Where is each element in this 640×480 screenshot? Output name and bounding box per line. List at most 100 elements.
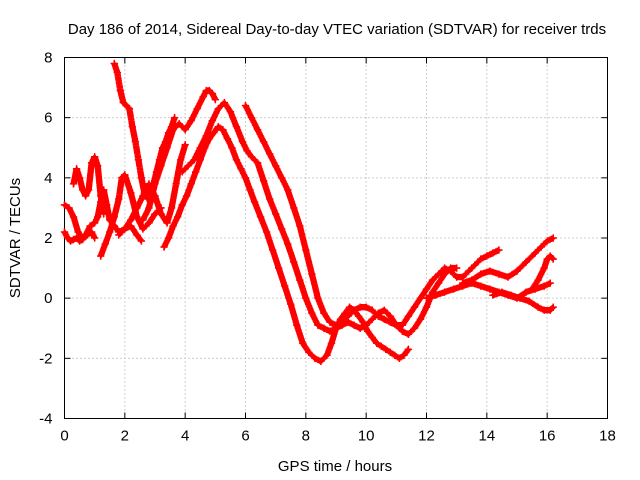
data-point (299, 339, 307, 347)
data-point (157, 162, 165, 170)
data-point (90, 153, 99, 161)
data-point (75, 174, 84, 182)
data-point (323, 351, 331, 360)
data-point (187, 116, 195, 125)
data-point (534, 276, 542, 284)
data-point (175, 119, 183, 128)
data-point (271, 210, 280, 218)
data-point (163, 144, 171, 152)
data-point (498, 288, 506, 296)
data-point (81, 192, 90, 200)
data-point (314, 321, 322, 329)
data-point (115, 231, 123, 239)
data-point (374, 312, 382, 320)
data-point (192, 168, 200, 176)
data-point (483, 252, 491, 260)
data-point (78, 235, 87, 244)
data-point (246, 186, 254, 194)
data-point (90, 234, 99, 242)
axes: 0 2 4 6 8 10 12 14 16 18 -4 -2 0 2 4 6 8 (39, 50, 616, 445)
data-point (157, 210, 165, 218)
data-point (238, 138, 247, 146)
data-point (241, 101, 250, 110)
series-track-m (489, 288, 557, 314)
data-point (345, 303, 354, 311)
data-point (196, 144, 204, 152)
x-tick-label: 18 (599, 428, 616, 445)
data-point (311, 354, 319, 363)
data-point (395, 354, 404, 363)
data-point (176, 156, 185, 164)
data-point (271, 162, 280, 170)
data-point (380, 306, 388, 314)
data-point (223, 135, 232, 143)
data-point (522, 258, 530, 266)
data-point (531, 249, 539, 257)
data-point (410, 303, 419, 311)
data-point (182, 192, 191, 200)
data-point (106, 228, 114, 236)
data-point (86, 222, 94, 230)
data-point (97, 192, 105, 200)
y-axis-label: SDTVAR / TECUs (7, 178, 24, 298)
data-point (489, 249, 497, 257)
data-point (262, 228, 271, 236)
data-point (113, 68, 121, 77)
data-point (199, 92, 207, 101)
data-point (133, 204, 141, 212)
data-point (72, 165, 81, 173)
data-point (459, 279, 467, 287)
data-point (219, 126, 227, 134)
data-point (211, 95, 220, 104)
data-point (431, 291, 440, 299)
grid (64, 57, 608, 419)
data-point (278, 174, 286, 182)
data-point (486, 267, 494, 275)
data-point (65, 204, 73, 212)
data-point (344, 312, 352, 320)
data-point (210, 129, 218, 137)
data-point (302, 294, 310, 302)
series-track-c (69, 153, 108, 218)
data-point (338, 318, 346, 326)
data-point (164, 234, 173, 242)
series-track-n (528, 252, 557, 293)
x-tick-label: 10 (358, 428, 375, 445)
data-point (305, 348, 313, 357)
data-point (97, 252, 105, 260)
data-point (549, 303, 557, 311)
data-point (125, 104, 134, 113)
data-point (131, 138, 140, 146)
data-point (190, 156, 198, 164)
data-point (377, 342, 385, 350)
data-point (115, 195, 123, 203)
data-point (440, 288, 449, 296)
data-point (121, 171, 129, 179)
data-point (90, 219, 99, 227)
data-point (327, 339, 336, 347)
data-point (127, 189, 135, 197)
data-point (507, 291, 515, 299)
data-point (525, 297, 533, 305)
data-point (296, 276, 304, 284)
data-point (410, 324, 419, 332)
data-point (134, 156, 143, 164)
data-point (404, 345, 413, 354)
series-track-b (60, 228, 99, 245)
y-tick-label: -2 (39, 350, 52, 367)
data-point (87, 159, 96, 167)
data-point (317, 357, 325, 366)
data-point (290, 204, 298, 212)
data-series (60, 59, 557, 366)
data-point (127, 216, 135, 224)
data-point (363, 327, 372, 335)
series-trail (242, 102, 503, 329)
data-point (290, 258, 298, 266)
data-point (169, 222, 177, 230)
data-point (422, 294, 431, 302)
data-point (208, 89, 217, 98)
data-point (268, 246, 277, 254)
data-point (193, 104, 201, 113)
data-point (465, 267, 473, 275)
